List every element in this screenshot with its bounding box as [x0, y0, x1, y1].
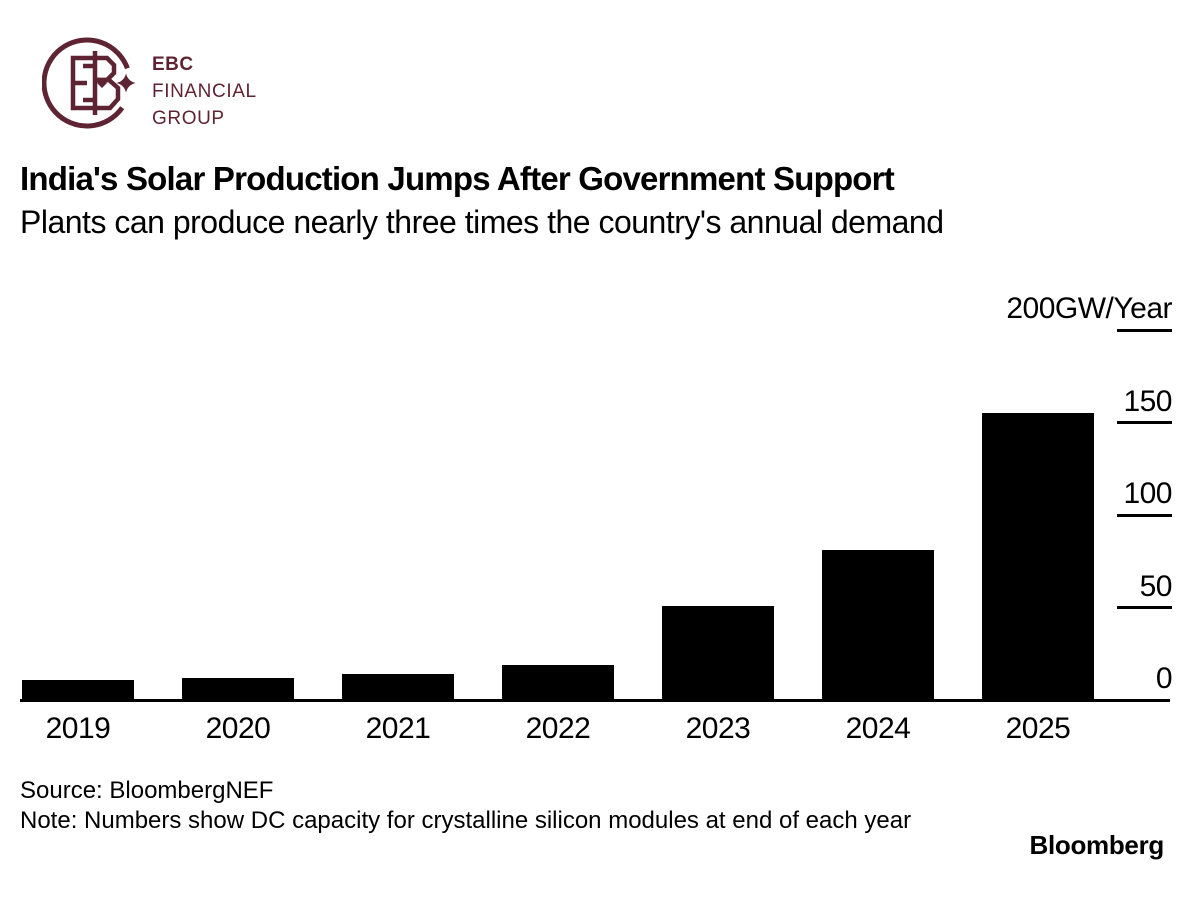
x-axis-tick-label: 2019 [45, 712, 111, 745]
bloomberg-wordmark: Bloomberg [1029, 830, 1164, 860]
bar-2025 [982, 413, 1094, 700]
source-text: Source: BloombergNEF [20, 777, 274, 804]
y-axis-tick-label: 50 [1139, 569, 1173, 603]
chart-title: India's Solar Production Jumps After Gov… [20, 160, 895, 197]
note-text: Note: Numbers show DC capacity for cryst… [20, 807, 912, 834]
logo-line-group: GROUP [152, 108, 225, 129]
bar-2024 [822, 550, 934, 700]
chart-subtitle: Plants can produce nearly three times th… [20, 204, 944, 240]
ebc-logo-icon [42, 37, 136, 129]
x-axis-tick-label: 2024 [845, 712, 911, 745]
bar-2019 [22, 679, 134, 700]
x-axis-tick-label: 2022 [525, 712, 591, 745]
sparkle-star-icon [116, 73, 136, 93]
y-tick-line [1117, 421, 1172, 424]
y-tick-line [1117, 328, 1172, 332]
x-axis-line [20, 699, 1170, 702]
bar-2022 [502, 664, 614, 700]
y-axis-tick-label: 150 [1123, 384, 1172, 418]
bar-2021 [342, 674, 454, 700]
bar-2023 [662, 605, 774, 700]
y-tick-line [1117, 513, 1172, 517]
ebc-logo-text: EBC FINANCIAL GROUP [152, 51, 257, 132]
x-axis-tick-label: 2025 [1005, 712, 1071, 745]
logo-line-ebc: EBC [152, 54, 194, 75]
y-axis-tick-label: 100 [1123, 477, 1172, 510]
y-axis-tick-label: 200GW/Year [1006, 292, 1172, 325]
x-axis-tick-label: 2020 [205, 712, 271, 745]
x-axis-tick-label: 2021 [365, 712, 431, 745]
y-axis-tick-label: 0 [1155, 662, 1173, 695]
bar-2020 [182, 677, 294, 700]
logo-line-financial: FINANCIAL [152, 81, 257, 102]
y-tick-line [1117, 606, 1172, 609]
x-axis-tick-label: 2023 [685, 712, 751, 745]
